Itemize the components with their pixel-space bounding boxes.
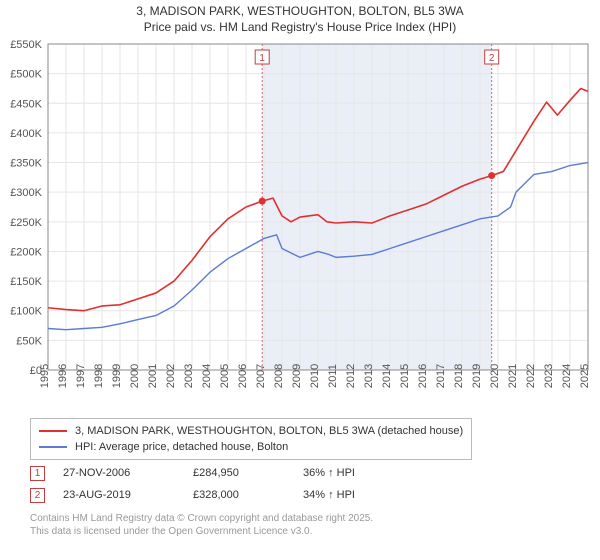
svg-text:2008: 2008 bbox=[273, 364, 285, 388]
marker-id-box: 2 bbox=[30, 488, 45, 503]
line-chart: £0£50K£100K£150K£200K£250K£300K£350K£400… bbox=[0, 40, 600, 410]
svg-text:£150K: £150K bbox=[10, 276, 42, 288]
svg-text:2012: 2012 bbox=[345, 364, 357, 388]
marker-price: £328,000 bbox=[193, 489, 303, 501]
table-row: 2 23-AUG-2019 £328,000 34% ↑ HPI bbox=[30, 484, 383, 506]
marker-date: 27-NOV-2006 bbox=[63, 467, 193, 479]
svg-text:1: 1 bbox=[259, 53, 265, 64]
svg-text:£300K: £300K bbox=[10, 187, 42, 199]
svg-text:2011: 2011 bbox=[327, 364, 339, 388]
svg-text:2016: 2016 bbox=[417, 364, 429, 388]
footnote-line: This data is licensed under the Open Gov… bbox=[30, 525, 373, 538]
svg-text:£450K: £450K bbox=[10, 98, 42, 110]
footnote-line: Contains HM Land Registry data © Crown c… bbox=[30, 512, 373, 525]
legend-swatch bbox=[39, 446, 67, 448]
chart-title-line2: Price paid vs. HM Land Registry's House … bbox=[0, 20, 600, 34]
svg-text:2021: 2021 bbox=[507, 364, 519, 388]
chart-legend: 3, MADISON PARK, WESTHOUGHTON, BOLTON, B… bbox=[30, 418, 472, 460]
legend-item-price-paid: 3, MADISON PARK, WESTHOUGHTON, BOLTON, B… bbox=[39, 423, 463, 439]
svg-text:2019: 2019 bbox=[471, 364, 483, 388]
legend-swatch bbox=[39, 430, 67, 432]
svg-text:2014: 2014 bbox=[381, 364, 393, 388]
svg-text:2009: 2009 bbox=[291, 364, 303, 388]
svg-text:£400K: £400K bbox=[10, 128, 42, 140]
svg-text:£500K: £500K bbox=[10, 69, 42, 81]
chart-title-line1: 3, MADISON PARK, WESTHOUGHTON, BOLTON, B… bbox=[0, 4, 600, 18]
marker-price: £284,950 bbox=[193, 467, 303, 479]
svg-text:2024: 2024 bbox=[561, 364, 573, 388]
svg-text:2000: 2000 bbox=[129, 364, 141, 388]
svg-text:2023: 2023 bbox=[543, 364, 555, 388]
svg-text:£100K: £100K bbox=[10, 306, 42, 318]
marker-pct: 34% ↑ HPI bbox=[303, 489, 383, 501]
svg-text:£250K: £250K bbox=[10, 217, 42, 229]
svg-text:£350K: £350K bbox=[10, 158, 42, 170]
svg-text:2: 2 bbox=[489, 53, 495, 64]
footnote: Contains HM Land Registry data © Crown c… bbox=[30, 512, 373, 538]
svg-text:2002: 2002 bbox=[165, 364, 177, 388]
svg-text:2017: 2017 bbox=[435, 364, 447, 388]
svg-text:£50K: £50K bbox=[16, 335, 42, 347]
svg-text:1996: 1996 bbox=[57, 364, 69, 388]
legend-label: HPI: Average price, detached house, Bolt… bbox=[75, 439, 288, 455]
svg-text:2001: 2001 bbox=[147, 364, 159, 388]
marker-pct: 36% ↑ HPI bbox=[303, 467, 383, 479]
svg-text:2010: 2010 bbox=[309, 364, 321, 388]
legend-label: 3, MADISON PARK, WESTHOUGHTON, BOLTON, B… bbox=[75, 423, 463, 439]
event-markers-table: 1 27-NOV-2006 £284,950 36% ↑ HPI 2 23-AU… bbox=[30, 462, 383, 506]
svg-text:1995: 1995 bbox=[39, 364, 51, 388]
svg-text:2003: 2003 bbox=[183, 364, 195, 388]
svg-text:1998: 1998 bbox=[93, 364, 105, 388]
svg-text:1999: 1999 bbox=[111, 364, 123, 388]
svg-text:2020: 2020 bbox=[489, 364, 501, 388]
marker-id-box: 1 bbox=[30, 466, 45, 481]
svg-text:2004: 2004 bbox=[201, 364, 213, 388]
svg-text:2022: 2022 bbox=[525, 364, 537, 388]
svg-text:2006: 2006 bbox=[237, 364, 249, 388]
svg-text:2007: 2007 bbox=[255, 364, 267, 388]
svg-text:1997: 1997 bbox=[75, 364, 87, 388]
marker-date: 23-AUG-2019 bbox=[63, 489, 193, 501]
legend-item-hpi: HPI: Average price, detached house, Bolt… bbox=[39, 439, 463, 455]
svg-text:2018: 2018 bbox=[453, 364, 465, 388]
svg-text:2015: 2015 bbox=[399, 364, 411, 388]
svg-text:2025: 2025 bbox=[579, 364, 591, 388]
svg-text:£200K: £200K bbox=[10, 246, 42, 258]
svg-text:2013: 2013 bbox=[363, 364, 375, 388]
svg-text:£550K: £550K bbox=[10, 40, 42, 51]
svg-text:2005: 2005 bbox=[219, 364, 231, 388]
table-row: 1 27-NOV-2006 £284,950 36% ↑ HPI bbox=[30, 462, 383, 484]
